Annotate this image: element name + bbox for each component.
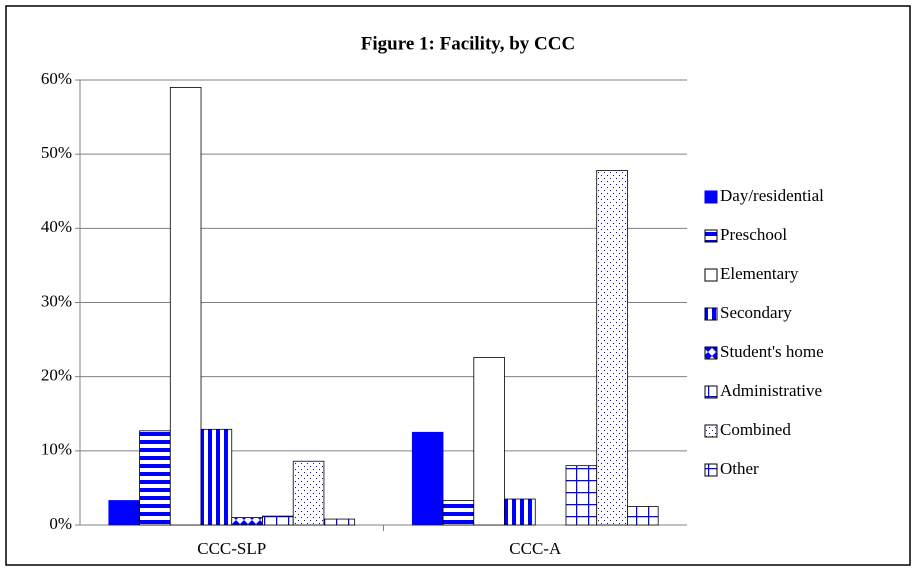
legend-label: Administrative <box>720 381 822 400</box>
bar <box>108 500 140 526</box>
legend-key <box>704 268 718 282</box>
legend-key <box>704 346 718 360</box>
y-tick-label: 20% <box>41 366 72 385</box>
bar <box>596 170 628 526</box>
legend-label: Day/residential <box>720 186 824 205</box>
legend-label: Preschool <box>720 225 787 244</box>
bar <box>323 518 356 526</box>
legend-key <box>704 424 718 438</box>
bar <box>411 431 444 526</box>
bar <box>442 500 475 526</box>
bar <box>565 465 598 526</box>
legend-label: Student's home <box>720 342 824 361</box>
x-tick-label: CCC-A <box>509 539 562 558</box>
bar <box>627 506 659 526</box>
legend-label: Secondary <box>720 303 792 322</box>
x-tick-label: CCC-SLP <box>197 539 266 558</box>
chart-title: Figure 1: Facility, by CCC <box>361 33 575 54</box>
y-tick-label: 50% <box>41 143 72 162</box>
bar <box>139 430 171 526</box>
bar <box>169 87 202 526</box>
y-tick-label: 60% <box>41 69 72 88</box>
bar <box>262 515 294 526</box>
legend-key <box>704 307 718 321</box>
bar <box>292 460 325 526</box>
legend-key <box>704 385 718 399</box>
y-tick-label: 30% <box>41 291 72 310</box>
bar <box>473 356 505 526</box>
y-tick-label: 10% <box>41 440 72 459</box>
legend-label: Combined <box>720 420 791 439</box>
bar <box>231 517 263 526</box>
bar <box>200 428 233 526</box>
legend-label: Elementary <box>720 264 799 283</box>
legend-key <box>704 190 718 204</box>
y-tick-label: 0% <box>49 514 72 533</box>
bar <box>504 498 536 526</box>
legend-key <box>704 229 718 243</box>
y-tick-label: 40% <box>41 217 72 236</box>
legend-label: Other <box>720 459 759 478</box>
legend-key <box>704 463 718 477</box>
